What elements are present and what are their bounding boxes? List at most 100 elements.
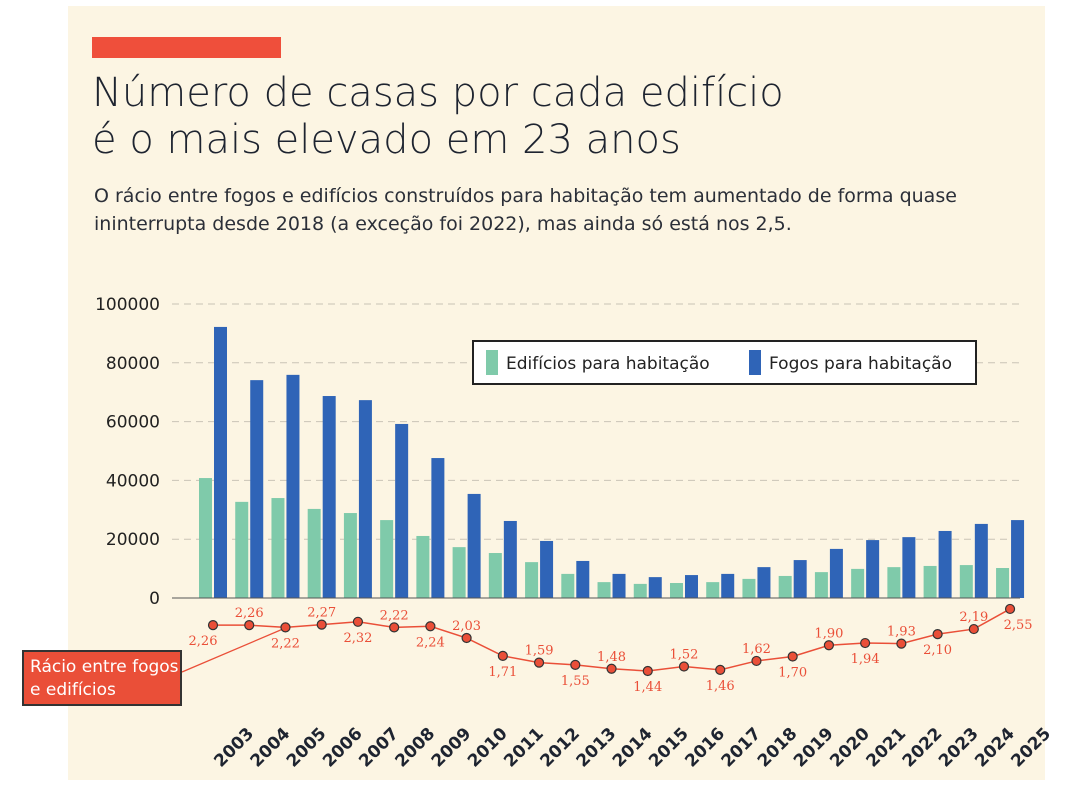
- x-tick-label: 2003: [210, 724, 258, 772]
- ratio-point: [316, 619, 327, 630]
- ratio-label: 1,62: [742, 642, 771, 657]
- bar-fogos: [648, 577, 662, 598]
- x-tick-label: 2023: [935, 724, 983, 772]
- callout-connector: [181, 625, 291, 673]
- bar-edificios: [488, 553, 502, 598]
- y-tick-label: 0: [149, 589, 160, 609]
- x-tick-label: 2016: [681, 724, 729, 772]
- bar-fogos: [612, 573, 626, 598]
- bar-edificios: [380, 520, 394, 598]
- bar-fogos: [829, 548, 843, 598]
- legend-box: [472, 340, 977, 385]
- ratio-label: 1,93: [887, 625, 916, 640]
- bar-fogos: [866, 540, 880, 598]
- ratio-point: [968, 623, 979, 635]
- bar-edificios: [851, 568, 865, 598]
- ratio-label: 1,46: [706, 679, 735, 694]
- ratio-point: [352, 616, 364, 627]
- bar-fogos: [902, 537, 916, 598]
- ratio-label: 1,94: [851, 652, 880, 667]
- ratio-label: 1,44: [633, 680, 662, 695]
- ratio-point: [244, 620, 255, 631]
- bar-fogos: [576, 560, 590, 598]
- x-tick-label: 2021: [863, 724, 911, 772]
- bar-edificios: [887, 567, 901, 598]
- bar-edificios: [343, 513, 357, 598]
- x-tick-label: 2010: [464, 724, 512, 772]
- ratio-point: [606, 663, 617, 674]
- bar-edificios: [452, 547, 466, 598]
- bar-edificios: [959, 565, 973, 598]
- bar-fogos: [431, 458, 445, 598]
- x-tick-label: 2017: [718, 724, 766, 772]
- legend-swatch-fogos: [749, 350, 761, 375]
- y-tick-label: 60000: [106, 413, 160, 433]
- bar-edificios: [561, 573, 575, 598]
- ratio-point: [787, 651, 798, 662]
- bar-edificios: [597, 582, 611, 598]
- ratio-point: [932, 629, 943, 640]
- subtitle: O rácio entre fogos e edifícios construí…: [94, 185, 957, 235]
- bar-edificios: [742, 578, 756, 598]
- ratio-point: [642, 665, 653, 677]
- ratio-callout: Rácio entre fogos e edifícios: [22, 650, 182, 706]
- legend-label-fogos: Fogos para habitação: [769, 354, 952, 374]
- ratio-label: 2,10: [923, 643, 952, 658]
- ratio-label: 1,55: [561, 674, 590, 689]
- bar-edificios: [199, 478, 212, 598]
- ratio-point: [207, 620, 219, 631]
- ratio-point: [860, 637, 871, 649]
- ratio-label: 1,90: [814, 626, 843, 641]
- x-tick-label: 2006: [319, 724, 367, 772]
- x-tick-label: 2024: [971, 724, 1019, 772]
- bar-fogos: [793, 560, 807, 598]
- ratio-label: 2,55: [1004, 618, 1033, 633]
- bar-edificios: [633, 583, 647, 598]
- bar-fogos: [250, 380, 264, 598]
- x-tick-label: 2013: [573, 724, 621, 772]
- ratio-label: 2,32: [343, 631, 372, 646]
- bar-fogos: [938, 530, 952, 598]
- ratio-point: [425, 621, 436, 632]
- x-tick-label: 2004: [247, 724, 295, 772]
- ratio-label: 2,22: [271, 636, 300, 651]
- x-tick-label: 2022: [899, 724, 947, 772]
- ratio-point: [715, 664, 726, 675]
- ratio-point: [533, 657, 545, 668]
- bar-edificios: [814, 572, 828, 598]
- ratio-label: 2,27: [307, 606, 336, 621]
- ratio-point: [570, 659, 581, 670]
- x-tick-label: 2005: [283, 724, 331, 772]
- y-tick-label: 20000: [106, 530, 160, 550]
- ratio-label: 2,26: [235, 606, 264, 621]
- x-tick-label: 2015: [645, 724, 693, 772]
- x-tick-label: 2009: [428, 724, 476, 772]
- ratio-point: [678, 661, 690, 672]
- ratio-point: [751, 655, 762, 667]
- x-tick-label: 2025: [1007, 724, 1055, 772]
- bar-fogos: [214, 326, 227, 598]
- ratio-label: 1,70: [778, 665, 807, 680]
- x-tick-label: 2007: [355, 724, 403, 772]
- bar-edificios: [996, 568, 1010, 598]
- page-title: Número de casas por cada edifício é o ma…: [92, 70, 784, 163]
- legend-swatch-edificios: [486, 350, 498, 375]
- ratio-label: 2,24: [416, 635, 445, 650]
- bar-edificios: [778, 575, 792, 598]
- ratio-point: [461, 632, 472, 644]
- ratio-label: 1,59: [525, 644, 554, 659]
- bar-fogos: [358, 400, 372, 598]
- bar-edificios: [525, 562, 539, 598]
- ratio-point: [896, 638, 907, 649]
- legend-label-edificios: Edifícios para habitação: [506, 354, 710, 374]
- ratio-label: 1,71: [488, 665, 517, 680]
- x-tick-label: 2020: [826, 724, 874, 772]
- bar-fogos: [322, 396, 336, 598]
- bar-fogos: [286, 374, 300, 598]
- bar-fogos: [1011, 520, 1025, 598]
- bar-fogos: [721, 573, 735, 598]
- ratio-label: 2,03: [452, 619, 481, 634]
- ratio-label: 2,22: [380, 608, 409, 623]
- x-tick-label: 2008: [392, 724, 440, 772]
